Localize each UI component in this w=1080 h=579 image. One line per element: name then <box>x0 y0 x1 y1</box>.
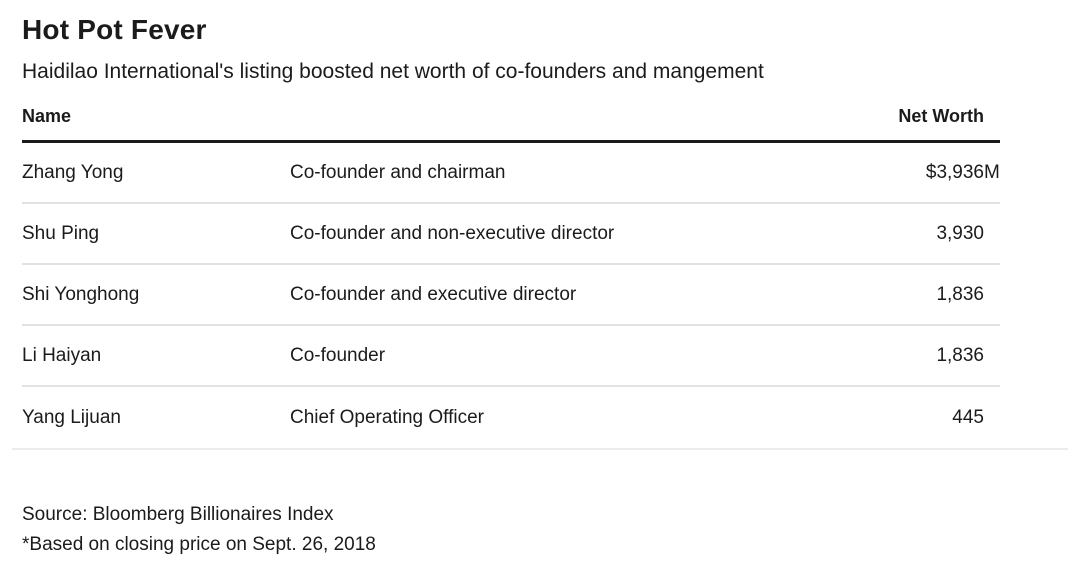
column-header-name: Name <box>22 106 72 126</box>
source-line: Source: Bloomberg Billionaires Index <box>22 504 334 525</box>
net-worth-suffix: M <box>984 161 1000 183</box>
cell-name: Yang Lijuan <box>22 406 121 428</box>
cell-role: Co-founder and executive director <box>290 283 577 305</box>
table-row: Yang Lijuan Chief Operating Officer 445 <box>22 387 1000 448</box>
cell-net-worth: $3,936M <box>926 162 1000 184</box>
net-worth-value: 1,836 <box>936 344 984 366</box>
net-worth-value: 1,836 <box>936 283 984 305</box>
net-worth-value: $3,936 <box>925 161 984 183</box>
footnote-line: *Based on closing price on Sept. 26, 201… <box>22 534 376 555</box>
table-header-row: Name Net Worth <box>22 106 1000 143</box>
page-title: Hot Pot Fever <box>22 14 207 45</box>
table-row: Zhang Yong Co-founder and chairman $3,93… <box>22 143 1000 204</box>
cell-name: Shi Yonghong <box>22 283 140 305</box>
table-bottom-divider <box>12 448 1068 450</box>
cell-net-worth: 1,836 <box>936 284 1000 306</box>
table-row: Shu Ping Co-founder and non-executive di… <box>22 204 1000 265</box>
net-worth-table: Name Net Worth Zhang Yong Co-founder and… <box>22 106 1000 448</box>
cell-net-worth: 445 <box>952 407 1000 429</box>
cell-net-worth: 1,836 <box>936 345 1000 367</box>
cell-name: Zhang Yong <box>22 161 124 183</box>
cell-role: Co-founder and non-executive director <box>290 222 615 244</box>
table-row: Li Haiyan Co-founder 1,836 <box>22 326 1000 387</box>
cell-name: Shu Ping <box>22 222 100 244</box>
column-header-net-worth: Net Worth <box>898 106 1000 127</box>
cell-name: Li Haiyan <box>22 344 102 366</box>
cell-role: Co-founder <box>290 344 386 366</box>
cell-role: Chief Operating Officer <box>290 406 484 428</box>
chart-subtitle: Haidilao International's listing boosted… <box>22 60 764 83</box>
net-worth-value: 3,930 <box>936 222 984 244</box>
table-row: Shi Yonghong Co-founder and executive di… <box>22 265 1000 326</box>
column-header-net-worth-label: Net Worth <box>898 106 984 126</box>
cell-net-worth: 3,930 <box>936 223 1000 245</box>
net-worth-value: 445 <box>952 406 984 428</box>
cell-role: Co-founder and chairman <box>290 161 506 183</box>
chart-footer: Source: Bloomberg Billionaires Index *Ba… <box>22 500 1080 560</box>
